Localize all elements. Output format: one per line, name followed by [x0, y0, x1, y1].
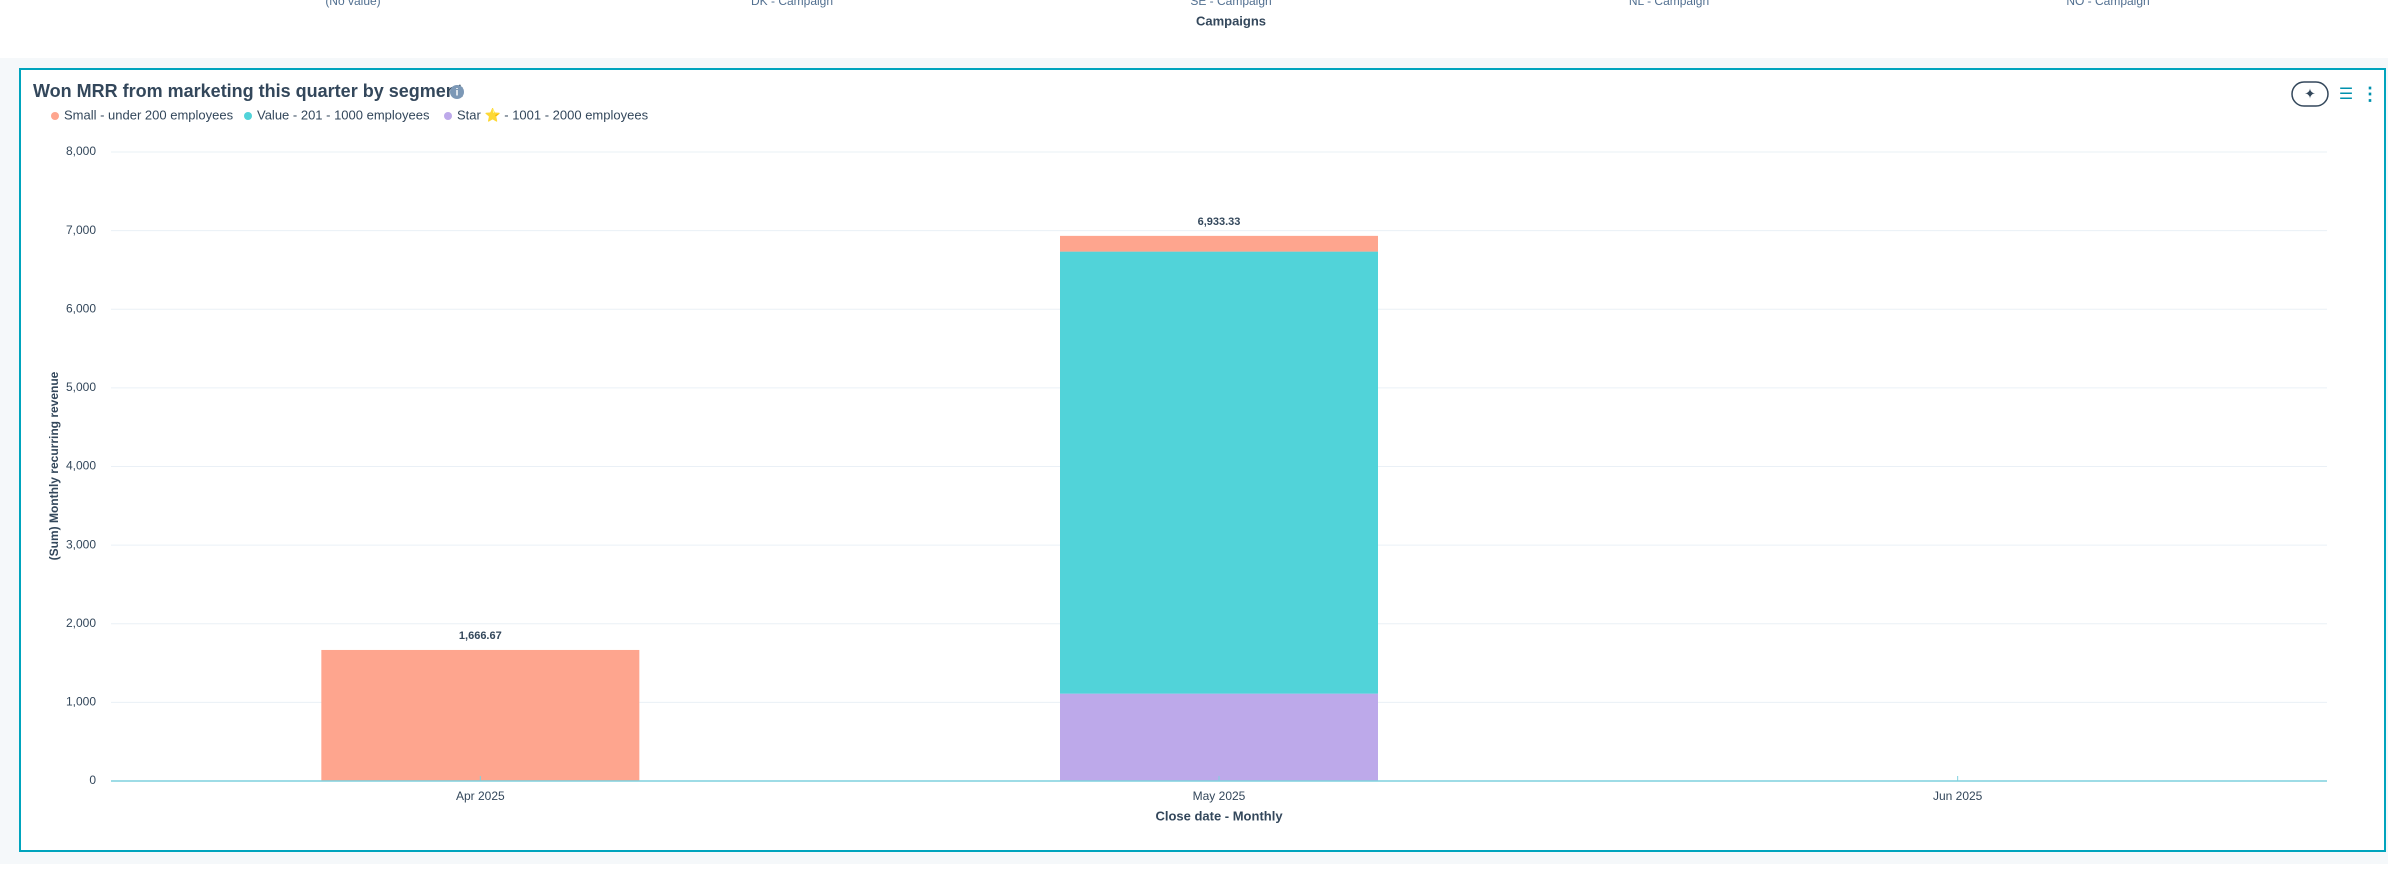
- legend-label: Star ⭐ - 1001 - 2000 employees: [457, 107, 649, 122]
- total-label: 1,666.67: [459, 630, 502, 642]
- x-tick-label: May 2025: [1193, 789, 1246, 803]
- info-icon-glyph: i: [456, 88, 459, 99]
- x-tick-label: Apr 2025: [456, 789, 505, 803]
- x-axis-label: Close date - Monthly: [1155, 808, 1283, 823]
- menu-icon[interactable]: ⋮: [2361, 84, 2379, 104]
- y-tick-label: 3,000: [66, 537, 96, 551]
- info-icon[interactable]: [450, 85, 464, 99]
- legend-marker: [51, 112, 59, 120]
- y-tick-label: 5,000: [66, 380, 96, 394]
- y-axis-label: (Sum) Monthly recurring revenue: [47, 371, 61, 560]
- bar-segment: [1060, 251, 1378, 694]
- below-panel: [0, 864, 2388, 875]
- bar-segment: [1060, 693, 1378, 781]
- total-label: 6,933.33: [1198, 216, 1241, 228]
- y-tick-label: 8,000: [66, 144, 96, 158]
- ai-button[interactable]: [2291, 81, 2329, 107]
- above-x-tick-label: SE - Campaign: [1190, 0, 1271, 8]
- y-tick-label: 2,000: [66, 616, 96, 630]
- legend-marker: [244, 112, 252, 120]
- filter-icon[interactable]: ☰: [2339, 86, 2353, 103]
- y-tick-label: 6,000: [66, 301, 96, 315]
- above-x-label: Campaigns: [1196, 13, 1266, 28]
- y-tick-label: 7,000: [66, 223, 96, 237]
- bar-segment: [1060, 235, 1378, 252]
- above-x-tick-label: NO - Campaign: [2066, 0, 2149, 8]
- bar-segment: [321, 649, 640, 781]
- y-tick-label: 4,000: [66, 459, 96, 473]
- legend-label: Small - under 200 employees: [64, 107, 234, 122]
- ai-button-icon: ✦: [2304, 86, 2316, 102]
- y-tick-label: 0: [89, 773, 96, 787]
- chart-title: Won MRR from marketing this quarter by s…: [33, 81, 463, 101]
- above-panel: [0, 0, 2388, 58]
- above-x-tick-label: NL - Campaign: [1629, 0, 1709, 8]
- legend-marker: [444, 112, 452, 120]
- above-x-tick-label: DK - Campaign: [751, 0, 833, 8]
- above-x-tick-label: (No value): [325, 0, 380, 8]
- y-tick-label: 1,000: [66, 695, 96, 709]
- legend-label: Value - 201 - 1000 employees: [257, 107, 430, 122]
- x-tick-label: Jun 2025: [1933, 789, 1983, 803]
